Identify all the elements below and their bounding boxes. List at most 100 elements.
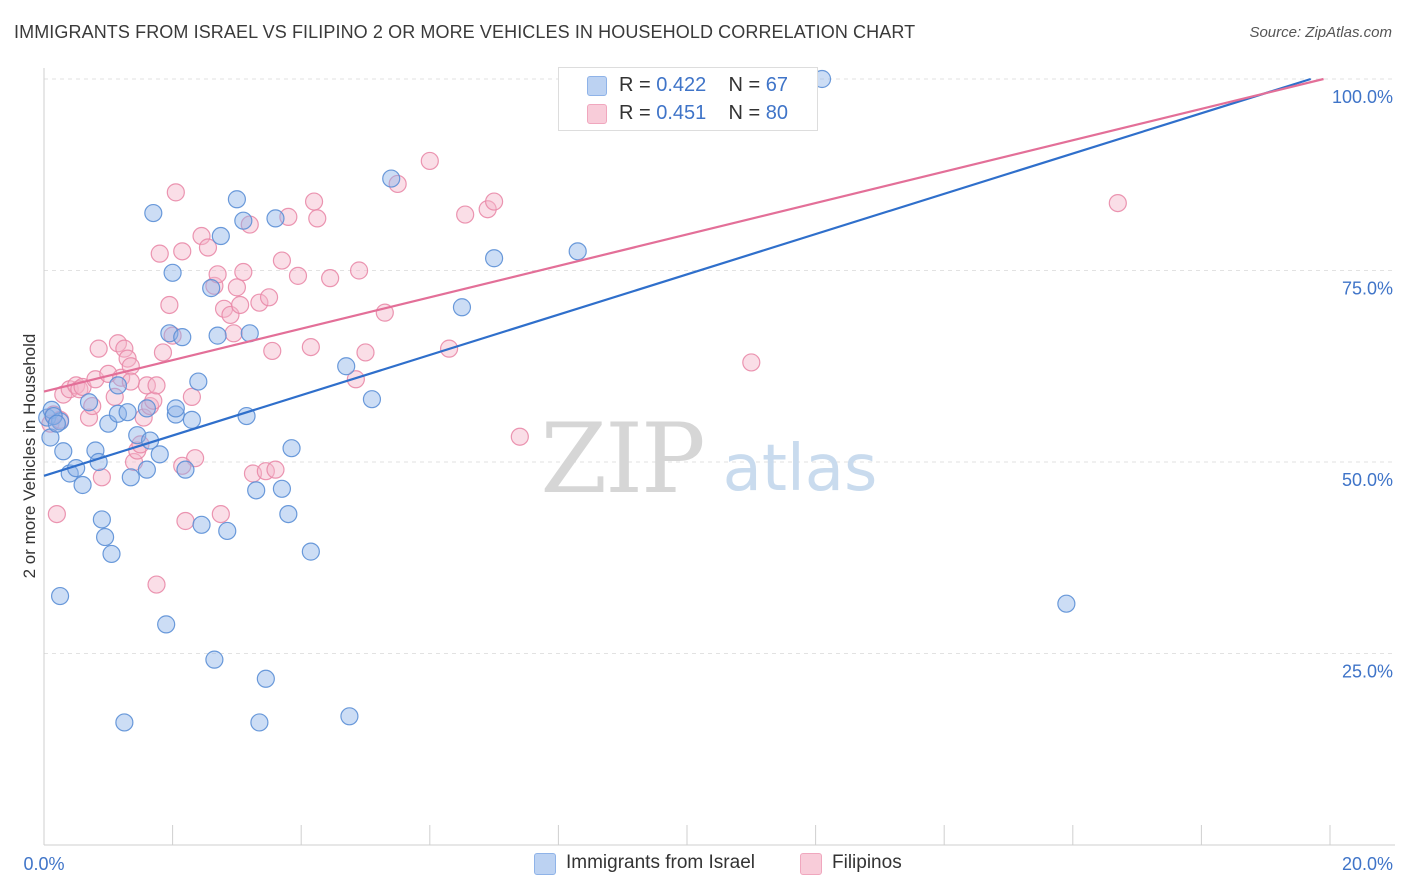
axes xyxy=(43,68,1395,846)
chart-title: IMMIGRANTS FROM ISRAEL VS FILIPINO 2 OR … xyxy=(14,22,916,42)
r-label: R = xyxy=(619,74,651,96)
israel-point xyxy=(144,203,163,223)
israel-point xyxy=(362,390,382,409)
israel-point xyxy=(50,586,70,606)
israel-point xyxy=(137,399,156,418)
israel-swatch xyxy=(587,76,607,96)
r-label: R = xyxy=(619,102,651,124)
israel-point xyxy=(92,510,111,529)
israel-point xyxy=(192,515,211,534)
filipinos-point xyxy=(288,266,308,285)
filipinos-point xyxy=(272,251,292,270)
israel-point xyxy=(176,460,195,479)
filipinos-point xyxy=(510,427,529,446)
israel-point xyxy=(166,405,185,424)
israel-point xyxy=(452,298,472,317)
filipinos-point xyxy=(304,192,324,211)
israel-point xyxy=(182,410,201,429)
filipinos-point xyxy=(221,305,240,325)
filipinos-point xyxy=(349,261,369,280)
n-label: N = xyxy=(728,74,761,96)
filipinos-point xyxy=(211,504,230,524)
filipinos-point xyxy=(259,288,279,307)
trend-lines xyxy=(43,77,1324,477)
filipinos-point xyxy=(89,339,108,358)
watermark-atlas: atlas xyxy=(723,432,878,506)
israel-point xyxy=(102,544,121,564)
israel-point xyxy=(173,328,192,347)
filipinos-point xyxy=(1108,193,1127,213)
filipinos-point xyxy=(234,262,253,282)
r-value: 0.422 xyxy=(656,74,707,96)
israel-point xyxy=(247,481,266,500)
filipinos-point xyxy=(742,353,761,372)
israel-point xyxy=(279,504,298,524)
israel-point xyxy=(211,226,230,246)
israel-point xyxy=(79,393,99,412)
gridlines xyxy=(44,78,1395,654)
israel-point xyxy=(340,707,359,726)
israel-point xyxy=(337,357,356,376)
filipinos-point xyxy=(182,387,201,406)
y-tick-label: 50.0% xyxy=(1342,470,1393,490)
israel-point xyxy=(282,439,301,458)
filipinos-point xyxy=(231,295,250,315)
filipinos-point xyxy=(266,460,285,479)
filipinos-point xyxy=(115,339,134,358)
legend-label: Immigrants from Israel xyxy=(566,852,755,873)
israel-point xyxy=(115,713,134,732)
filipinos-point xyxy=(192,226,211,246)
israel-point xyxy=(163,263,182,282)
filipinos-point xyxy=(420,151,439,171)
filipinos-point xyxy=(173,242,192,261)
israel-point xyxy=(250,713,269,732)
israel-legend-swatch xyxy=(534,853,556,875)
israel-point xyxy=(256,669,275,688)
filipinos-point xyxy=(356,343,375,362)
filipinos-point xyxy=(346,370,365,389)
israel-point xyxy=(99,414,118,433)
israel-point xyxy=(95,527,115,547)
filipinos-swatch xyxy=(587,104,607,124)
israel-point xyxy=(150,445,169,464)
y-tick-label: 100.0% xyxy=(1332,87,1393,107)
n-value: 80 xyxy=(765,102,789,124)
filipinos-point xyxy=(150,244,169,263)
filipinos-point xyxy=(140,396,160,416)
filipinos-point xyxy=(227,278,246,297)
israel-point xyxy=(234,211,253,230)
filipinos-point xyxy=(147,376,166,395)
israel-point xyxy=(227,190,246,209)
filipinos-point xyxy=(153,343,173,362)
filipinos-point xyxy=(485,192,504,211)
israel-point xyxy=(189,372,208,391)
israel-point xyxy=(485,249,504,268)
filipinos-point xyxy=(250,293,269,312)
source-label: Source: ZipAtlas.com xyxy=(1249,24,1392,41)
filipinos-trend-line xyxy=(43,77,1324,393)
filipinos-point xyxy=(79,408,99,427)
y-tick-label: 25.0% xyxy=(1342,662,1393,682)
israel-point xyxy=(121,468,140,487)
israel-point xyxy=(73,475,92,495)
x-tick-label: 0.0% xyxy=(23,854,64,874)
israel-point xyxy=(382,169,401,188)
israel-point xyxy=(157,615,176,634)
israel-point xyxy=(568,242,587,261)
legend-label: Filipinos xyxy=(832,852,902,873)
israel-point xyxy=(208,326,227,345)
israel-point xyxy=(272,479,292,498)
israel-point xyxy=(108,376,128,395)
filipinos-point xyxy=(301,338,320,357)
filipinos-point xyxy=(198,238,218,257)
r-value: 0.451 xyxy=(656,102,707,124)
israel-point xyxy=(118,403,137,422)
filipinos-point xyxy=(92,468,111,487)
watermark-zip: ZIP xyxy=(540,403,703,515)
israel-points xyxy=(38,69,1076,732)
x-tick-label: 20.0% xyxy=(1342,854,1393,874)
tick-labels: 25.0% 50.0% 75.0% 100.0% 0.0% 20.0% xyxy=(23,87,1393,874)
israel-point xyxy=(205,650,224,669)
filipinos-point xyxy=(166,183,185,202)
